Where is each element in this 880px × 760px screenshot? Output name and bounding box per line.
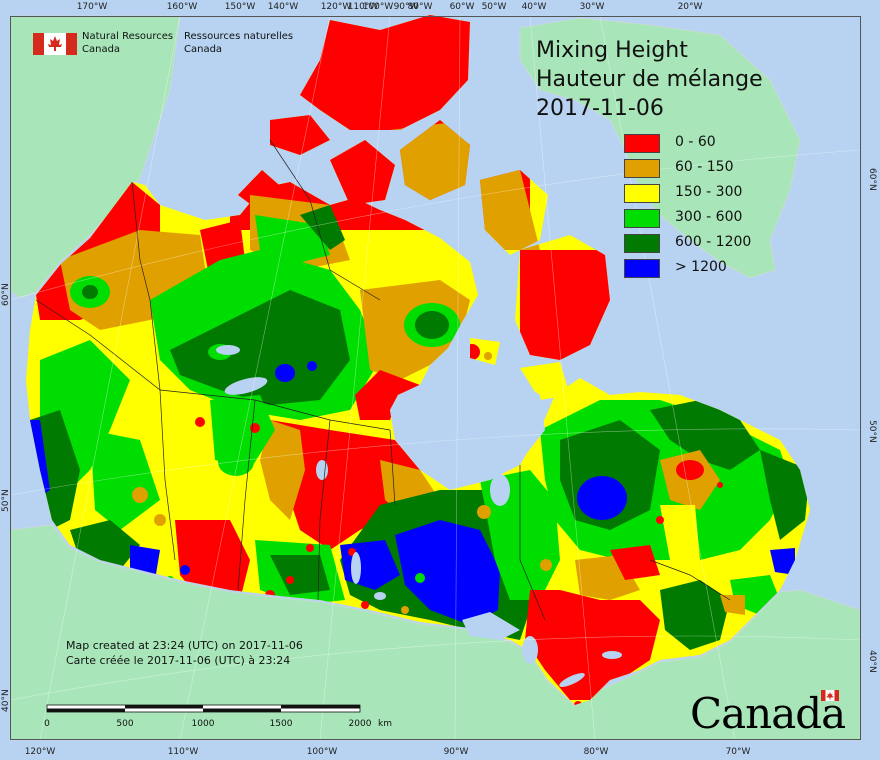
department-name-fr: Ressources naturelles Canada (184, 31, 294, 55)
map-border (10, 16, 861, 740)
map-title: Mixing Height Hauteur de mélange 2017-11… (536, 36, 763, 123)
top-graticule-label: 50°W (481, 2, 507, 12)
legend-swatch (624, 209, 660, 228)
canada-flag-icon (33, 33, 77, 55)
top-graticule-label: 60°W (449, 2, 475, 12)
department-name-en: Natural Resources Canada (82, 31, 174, 55)
legend-label: 0 - 60 (675, 134, 716, 150)
canada-wordmark: Canada (690, 690, 860, 738)
graticule (9, 15, 861, 741)
left-graticule-label: 60°N (1, 283, 11, 306)
lake-erie (559, 673, 585, 687)
legend-swatch (624, 184, 660, 203)
lake-athabasca (316, 460, 328, 480)
legend-label: 600 - 1200 (675, 234, 752, 250)
bottom-graticule-label: 90°W (443, 747, 469, 757)
lake-ontario (602, 651, 622, 659)
wordmark-flag-icon (821, 690, 839, 701)
credit-fr: Carte créée le 2017-11-06 (UTC) à 23:24 (66, 654, 291, 667)
credit-en: Map created at 23:24 (UTC) on 2017-11-06 (66, 639, 303, 652)
legend-swatch (624, 159, 660, 178)
alaska (9, 15, 181, 299)
title-date: 2017-11-06 (536, 96, 664, 121)
top-graticule-label: 140°W (267, 2, 299, 12)
map-credits: Map created at 23:24 (UTC) on 2017-11-06… (66, 638, 303, 668)
top-graticule-label: 120°W (320, 2, 352, 12)
great-bear-lake (216, 345, 240, 355)
top-graticule-label: 80°W (407, 2, 433, 12)
scale-label: 0 (44, 719, 50, 729)
nrcan-signature: Natural Resources Canada Ressources natu… (30, 28, 330, 64)
right-graticule-label: 50°N (867, 420, 877, 443)
top-graticule-label: 30°W (579, 2, 605, 12)
lake-huron (522, 636, 538, 664)
hudson-bay (390, 370, 545, 488)
top-graticule-label: 170°W (76, 2, 108, 12)
top-graticule-label: 100°W (362, 2, 394, 12)
legend-swatch (624, 234, 660, 253)
legend-label: 60 - 150 (675, 159, 734, 175)
legend-label: > 1200 (675, 259, 727, 275)
scale-unit: km (378, 719, 392, 729)
top-graticule-label: 90°W (393, 2, 419, 12)
bottom-graticule-label: 80°W (583, 747, 609, 757)
title-en: Mixing Height (536, 38, 688, 63)
left-graticule-label: 50°N (1, 489, 11, 512)
top-graticule-label: 40°W (521, 2, 547, 12)
right-graticule-label: 60°N (867, 168, 877, 191)
scale-label: 1000 (192, 719, 215, 729)
lake-manitoba (374, 592, 386, 600)
right-graticule-label: 40°N (867, 650, 877, 673)
top-graticule-label: 160°W (166, 2, 198, 12)
scale-label: 1500 (270, 719, 293, 729)
lake-winnipeg (351, 552, 361, 584)
greenland (519, 17, 801, 279)
lake-superior (462, 612, 520, 640)
scale-label: 2000 (349, 719, 372, 729)
united-states (9, 524, 861, 741)
title-fr: Hauteur de mélange (536, 67, 763, 92)
bottom-graticule-label: 110°W (167, 747, 199, 757)
top-graticule-label: 110°W (347, 2, 379, 12)
legend-label: 300 - 600 (675, 209, 743, 225)
wordmark-text: Canada (690, 689, 846, 738)
bottom-graticule-label: 120°W (24, 747, 56, 757)
legend-swatch (624, 259, 660, 278)
scale-label: 500 (116, 719, 133, 729)
top-graticule-label: 20°W (677, 2, 703, 12)
legend-swatch (624, 134, 660, 153)
scale-bar: 0 500 1000 1500 2000 km (44, 704, 392, 729)
james-bay (490, 474, 510, 506)
top-graticule-label: 150°W (224, 2, 256, 12)
legend-label: 150 - 300 (675, 184, 743, 200)
provincial-borders (35, 139, 731, 621)
bottom-graticule-label: 100°W (306, 747, 338, 757)
great-slave-lake (224, 377, 268, 395)
bottom-graticule-label: 70°W (725, 747, 751, 757)
left-graticule-label: 40°N (1, 689, 11, 712)
